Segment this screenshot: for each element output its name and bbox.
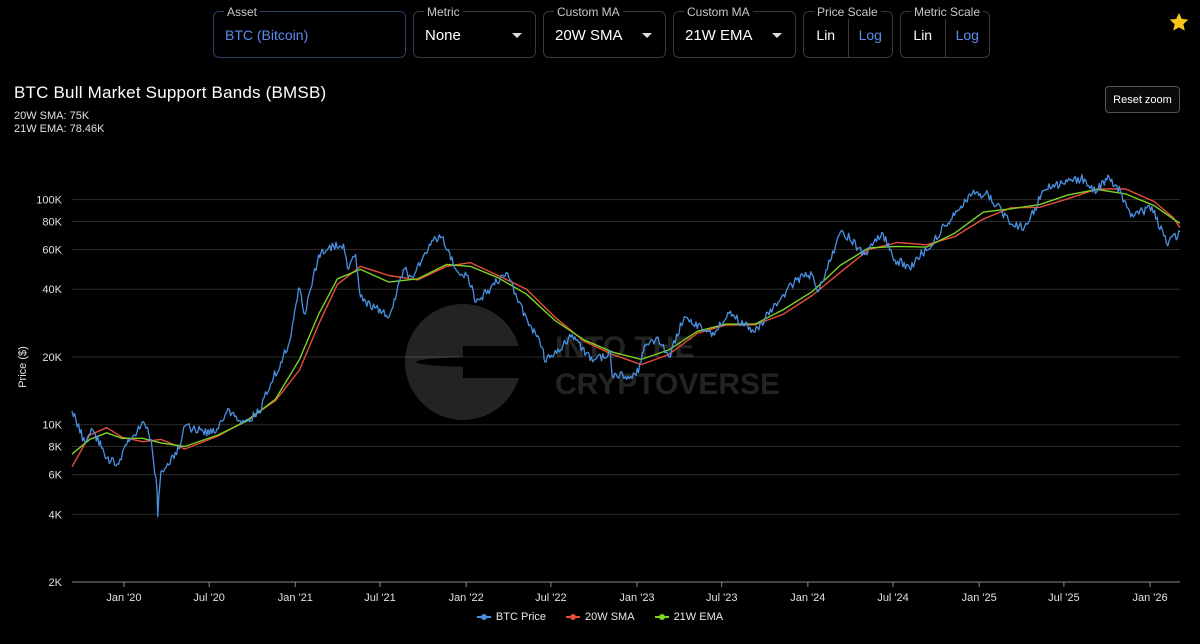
legend-dot [570,614,577,620]
price-scale-toggle: Price Scale Lin Log [803,5,893,58]
asset-select[interactable]: Asset BTC (Bitcoin) [213,5,406,58]
grid [72,199,1180,583]
y-tick-label: 10K [42,420,62,432]
custom-ma-1-value: 20W SMA [555,27,623,44]
y-tick-label: 4K [49,509,63,521]
y-tick-label: 20K [42,352,62,364]
chevron-down-icon [512,33,522,38]
x-axis: Jan '20 Jul '20 Jan '21 Jul '21 Jan '22 Jul '… [106,582,1168,604]
x-tick-label: Jan '25 [962,592,997,604]
metric-select[interactable]: Metric None [413,5,536,58]
y-tick-label: 60K [42,245,62,257]
legend-dot [480,614,487,620]
metric-scale-label: Metric Scale [911,5,984,19]
x-tick-label: Jan '26 [1132,592,1167,604]
custom-ma-1-label: Custom MA [554,5,623,19]
legend-item-btc-price[interactable]: BTC Price [476,611,547,623]
legend-item-20w-sma[interactable]: 20W SMA [566,611,635,623]
metric-value: None [425,27,461,44]
watermark-logo-cut [463,346,533,378]
custom-ma-1-select[interactable]: Custom MA 20W SMA [543,5,666,58]
y-tick-label: 6K [49,470,63,482]
sma-stat: 20W SMA: 75K [14,110,90,122]
x-tick-label: Jul '20 [193,592,224,604]
metric-label: Metric [424,5,463,19]
star-icon[interactable] [1168,11,1190,33]
legend-item-21w-ema[interactable]: 21W EMA [654,611,724,623]
custom-ma-2-select[interactable]: Custom MA 21W EMA [673,5,796,58]
chevron-down-icon [642,33,652,38]
price-scale-label: Price Scale [814,5,881,19]
x-tick-label: Jul '21 [364,592,395,604]
metric-scale-toggle: Metric Scale Lin Log [900,5,990,58]
ema-stat: 21W EMA: 78.46K [14,123,105,135]
x-tick-label: Jul '23 [706,592,737,604]
x-tick-label: Jul '25 [1048,592,1079,604]
x-tick-label: Jan '20 [106,592,141,604]
legend-swatch [476,614,491,620]
legend-dot [658,614,665,620]
legend: BTC Price 20W SMA 21W EMA [0,611,1200,623]
legend-swatch [566,614,581,620]
y-tick-label: 100K [36,195,62,207]
chevron-down-icon [772,33,782,38]
series-layer [71,174,1181,518]
x-tick-label: Jan '23 [619,592,654,604]
x-tick-label: Jul '24 [877,592,908,604]
y-tick-label: 2K [49,577,63,589]
metric-scale-lin-button[interactable]: Lin [913,26,933,43]
metric-scale-log-button[interactable]: Log [944,12,990,57]
price-scale-lin-button[interactable]: Lin [816,26,836,43]
y-axis: 2K 4K 6K 8K 10K 20K 40K 60K 80K 100K [36,195,62,589]
x-tick-label: Jul '22 [535,592,566,604]
watermark-logo [405,304,521,420]
series-line-btc-price [71,174,1181,518]
watermark-logo-ring [416,357,544,367]
custom-ma-2-label: Custom MA [684,5,753,19]
reset-zoom-button[interactable]: Reset zoom [1105,86,1180,113]
x-tick-label: Jan '22 [449,592,484,604]
y-tick-label: 80K [42,216,62,228]
y-tick-label: 40K [42,284,62,296]
legend-label: 20W SMA [585,611,635,623]
x-tick-label: Jan '21 [278,592,313,604]
series-line-21w-ema [71,188,1181,455]
custom-ma-2-value: 21W EMA [685,27,753,44]
asset-label: Asset [224,5,261,19]
legend-swatch [654,614,669,620]
legend-label: BTC Price [495,611,547,623]
asset-value: BTC (Bitcoin) [225,27,309,43]
x-tick-label: Jan '24 [790,592,825,604]
price-scale-log-button[interactable]: Log [847,12,893,57]
legend-label: 21W EMA [673,611,724,623]
y-axis-label: Price ($) [17,346,29,388]
chart-title: BTC Bull Market Support Bands (BMSB) [14,83,327,102]
watermark-line2: CRYPTOVERSE [555,368,780,401]
y-tick-label: 8K [49,442,63,454]
